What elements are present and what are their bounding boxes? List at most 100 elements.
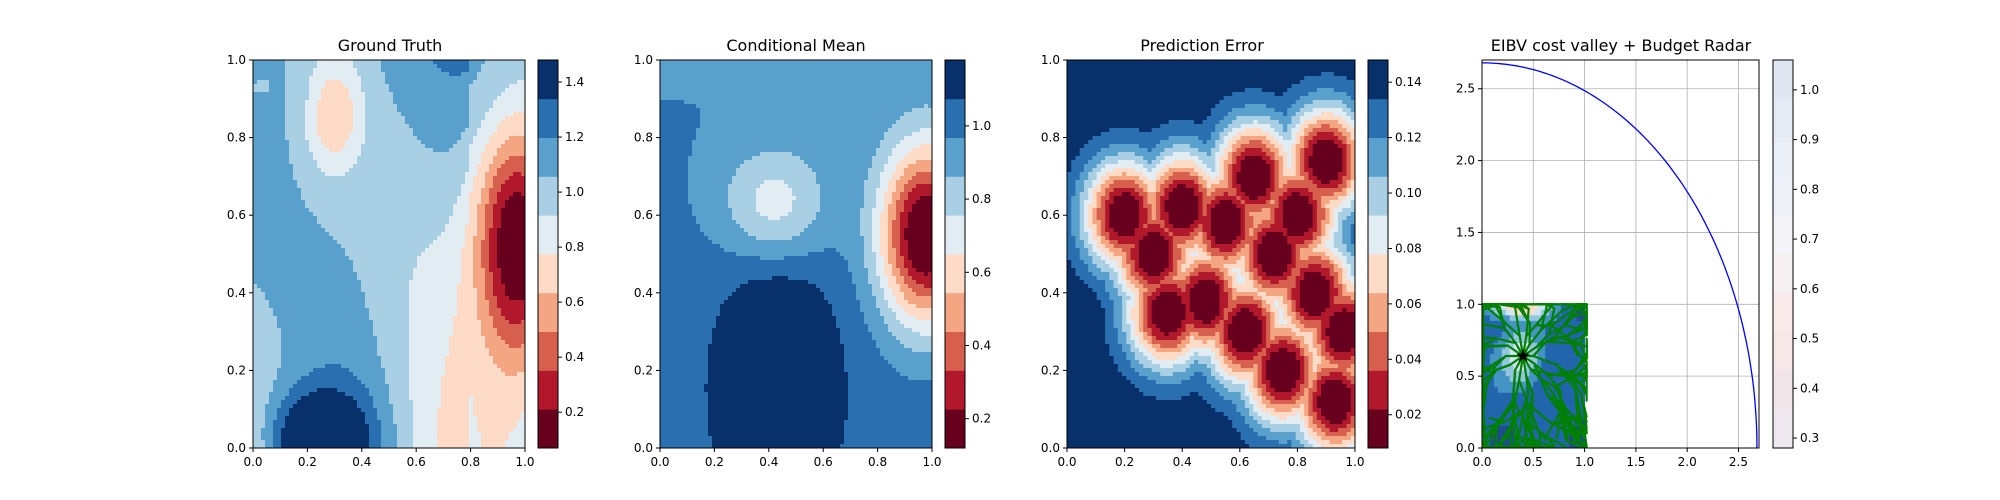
heatmap-cell bbox=[381, 68, 386, 73]
heatmap-cell bbox=[325, 64, 330, 69]
heatmap-cell bbox=[285, 112, 290, 117]
heatmap-cell bbox=[373, 344, 378, 349]
heatmap-cell bbox=[265, 192, 270, 197]
heatmap-cell bbox=[321, 88, 326, 93]
heatmap-cell bbox=[425, 108, 430, 113]
heatmap-cell bbox=[301, 324, 306, 329]
heatmap-cell bbox=[461, 192, 466, 197]
heatmap-cell bbox=[469, 280, 474, 285]
heatmap-cell bbox=[509, 280, 514, 285]
heatmap-cell bbox=[353, 352, 358, 357]
heatmap-cell bbox=[333, 232, 338, 237]
heatmap-cell bbox=[513, 304, 518, 309]
heatmap-cell bbox=[293, 220, 298, 225]
heatmap-cell bbox=[485, 144, 490, 149]
heatmap-cell bbox=[297, 296, 302, 301]
heatmap-cell bbox=[389, 348, 394, 353]
heatmap-cell bbox=[393, 132, 398, 137]
heatmap-cell bbox=[421, 188, 426, 193]
heatmap-cell bbox=[305, 252, 310, 257]
heatmap-cell bbox=[297, 152, 302, 157]
heatmap-cell bbox=[417, 228, 422, 233]
heatmap-cell bbox=[389, 220, 394, 225]
heatmap-cell bbox=[509, 68, 514, 73]
heatmap-cell bbox=[261, 120, 266, 125]
heatmap-cell bbox=[497, 64, 502, 69]
heatmap-cell bbox=[293, 304, 298, 309]
heatmap-cell bbox=[477, 328, 482, 333]
heatmap-cell bbox=[261, 320, 266, 325]
heatmap-cell bbox=[521, 172, 526, 177]
heatmap-cell bbox=[301, 76, 306, 81]
heatmap-cell bbox=[397, 228, 402, 233]
heatmap-cell bbox=[333, 88, 338, 93]
heatmap-cell bbox=[353, 224, 358, 229]
heatmap-cell bbox=[373, 120, 378, 125]
heatmap-cell bbox=[369, 240, 374, 245]
heatmap-cell bbox=[301, 320, 306, 325]
heatmap-cell bbox=[465, 104, 470, 109]
heatmap-cell bbox=[373, 148, 378, 153]
heatmap-cell bbox=[361, 340, 366, 345]
heatmap-cell bbox=[509, 236, 514, 241]
heatmap-cell bbox=[297, 148, 302, 153]
heatmap-cell bbox=[337, 312, 342, 317]
heatmap-cell bbox=[401, 296, 406, 301]
heatmap-cell bbox=[413, 140, 418, 145]
heatmap-cell bbox=[409, 336, 414, 341]
heatmap-cell bbox=[441, 224, 446, 229]
heatmap-cell bbox=[313, 100, 318, 105]
heatmap-cell bbox=[501, 232, 506, 237]
heatmap-cell bbox=[401, 212, 406, 217]
heatmap-cell bbox=[277, 88, 282, 93]
heatmap-cell bbox=[521, 96, 526, 101]
heatmap-cell bbox=[429, 348, 434, 353]
heatmap-cell bbox=[517, 120, 522, 125]
heatmap-cell bbox=[333, 128, 338, 133]
heatmap-cell bbox=[505, 148, 510, 153]
heatmap-cell bbox=[313, 132, 318, 137]
heatmap-cell bbox=[469, 128, 474, 133]
heatmap-cell bbox=[381, 132, 386, 137]
heatmap-cell bbox=[265, 312, 270, 317]
heatmap-cell bbox=[521, 344, 526, 349]
heatmap-cell bbox=[337, 336, 342, 341]
heatmap-cell bbox=[373, 296, 378, 301]
heatmap-cell bbox=[401, 336, 406, 341]
heatmap-cell bbox=[465, 84, 470, 89]
heatmap-cell bbox=[261, 60, 266, 65]
heatmap-cell bbox=[445, 96, 450, 101]
heatmap-cell bbox=[397, 88, 402, 93]
heatmap-cell bbox=[513, 132, 518, 137]
heatmap-cell bbox=[337, 324, 342, 329]
heatmap-cell bbox=[265, 112, 270, 117]
heatmap-cell bbox=[321, 184, 326, 189]
heatmap-cell bbox=[341, 140, 346, 145]
heatmap-cell bbox=[293, 204, 298, 209]
heatmap-cell bbox=[417, 200, 422, 205]
heatmap-cell bbox=[481, 292, 486, 297]
heatmap-cell bbox=[373, 188, 378, 193]
heatmap-cell bbox=[413, 160, 418, 165]
heatmap-cell bbox=[461, 256, 466, 261]
heatmap-cell bbox=[485, 168, 490, 173]
heatmap-cell bbox=[513, 184, 518, 189]
heatmap-cell bbox=[405, 208, 410, 213]
heatmap-cell bbox=[333, 92, 338, 97]
heatmap-cell bbox=[293, 128, 298, 133]
heatmap-cell bbox=[517, 68, 522, 73]
heatmap-cell bbox=[297, 156, 302, 161]
heatmap-cell bbox=[449, 192, 454, 197]
heatmap-cell bbox=[489, 332, 494, 337]
heatmap-cell bbox=[461, 208, 466, 213]
heatmap-cell bbox=[333, 320, 338, 325]
heatmap-cell bbox=[485, 272, 490, 277]
heatmap-cell bbox=[489, 324, 494, 329]
heatmap-cell bbox=[265, 104, 270, 109]
heatmap-cell bbox=[409, 132, 414, 137]
heatmap-cell bbox=[297, 232, 302, 237]
heatmap-cell bbox=[377, 64, 382, 69]
heatmap-cell bbox=[333, 276, 338, 281]
heatmap-cell bbox=[465, 324, 470, 329]
heatmap-cell bbox=[417, 176, 422, 181]
